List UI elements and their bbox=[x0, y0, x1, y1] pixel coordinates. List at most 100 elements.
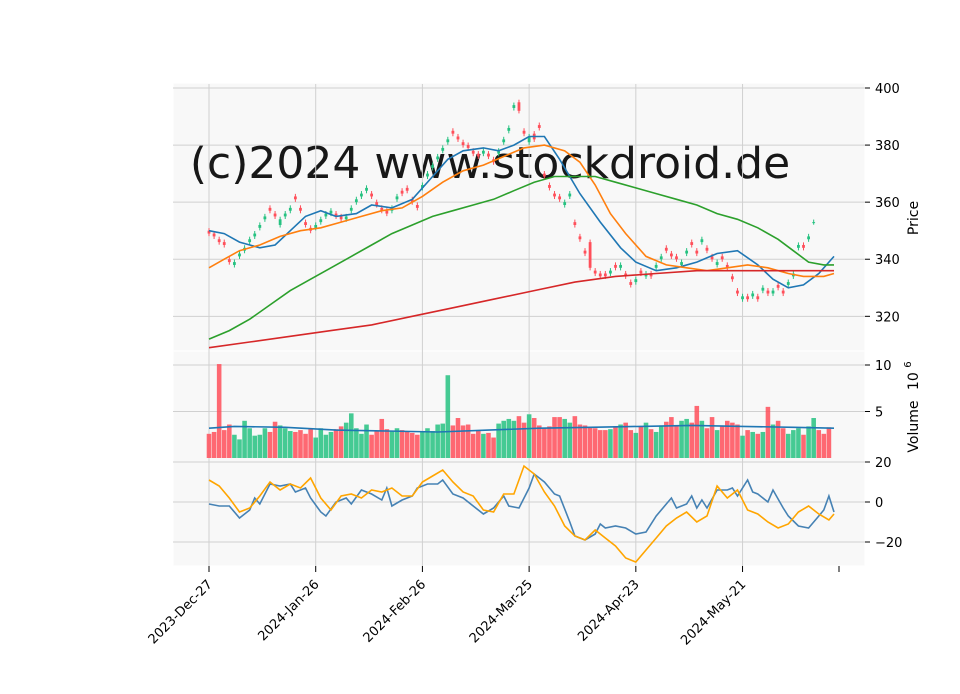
candle-body bbox=[253, 233, 257, 237]
candle-body bbox=[771, 290, 775, 294]
candle-body bbox=[299, 207, 302, 211]
volume-axis-label-text: Volume bbox=[906, 401, 922, 453]
candle-body bbox=[370, 193, 373, 197]
candle-body bbox=[741, 296, 744, 300]
candle-body bbox=[598, 273, 602, 277]
x-tick-label: 2024-Mar-25 bbox=[467, 577, 536, 646]
volume-bar bbox=[486, 432, 491, 458]
volume-bar bbox=[755, 433, 761, 458]
volume-bar bbox=[806, 426, 811, 458]
volume-bar bbox=[267, 431, 273, 458]
volume-series-layer bbox=[206, 364, 835, 458]
candle-body bbox=[634, 279, 638, 283]
candle-body bbox=[415, 205, 419, 208]
candle-body bbox=[344, 216, 348, 220]
volume-bar bbox=[597, 430, 603, 458]
candle-body bbox=[761, 287, 765, 291]
volume-bar bbox=[409, 432, 415, 458]
volume-bar bbox=[257, 434, 263, 458]
volume-bar bbox=[760, 431, 766, 458]
candle-body bbox=[238, 253, 241, 257]
volume-bar bbox=[552, 417, 557, 458]
candle-body bbox=[659, 256, 663, 260]
volume-bar bbox=[699, 420, 705, 458]
volume-average-line bbox=[208, 424, 835, 433]
volume-bar bbox=[298, 430, 303, 458]
candle-body bbox=[685, 250, 689, 254]
candle-body bbox=[222, 242, 226, 245]
candle-body bbox=[781, 290, 785, 294]
candle-body bbox=[421, 185, 424, 188]
volume-bar bbox=[460, 425, 466, 458]
x-tick-label: 2024-Apr-23 bbox=[575, 577, 642, 644]
volume-bar bbox=[821, 433, 827, 458]
volume-bar bbox=[232, 434, 237, 458]
candle-body bbox=[573, 222, 577, 225]
volume-bar bbox=[750, 431, 755, 458]
volume-bar bbox=[216, 364, 222, 458]
candle-body bbox=[319, 219, 323, 223]
candle-body bbox=[588, 242, 592, 268]
volume-bar bbox=[811, 418, 816, 458]
candle-body bbox=[537, 125, 541, 128]
candle-body bbox=[629, 282, 633, 285]
candle-body bbox=[329, 210, 333, 214]
moving-average-line bbox=[208, 269, 834, 349]
volume-bar bbox=[633, 432, 639, 458]
volume-bar bbox=[785, 433, 791, 458]
volume-bar bbox=[674, 426, 679, 458]
moving-average-line bbox=[208, 144, 835, 278]
candle-body bbox=[354, 199, 358, 203]
candle-body bbox=[476, 153, 480, 157]
volume-bar bbox=[567, 422, 573, 458]
candle-body bbox=[593, 270, 597, 274]
candle-body bbox=[233, 262, 236, 265]
volume-bar bbox=[374, 431, 379, 458]
candle-body bbox=[730, 276, 734, 280]
candle-body bbox=[349, 207, 353, 211]
volume-bar bbox=[440, 423, 446, 458]
candle-body bbox=[670, 253, 673, 257]
candle-body bbox=[268, 207, 272, 211]
candle-body bbox=[654, 264, 658, 268]
volume-bar bbox=[430, 431, 435, 458]
volume-bar bbox=[211, 431, 217, 458]
volume-bar bbox=[542, 428, 547, 458]
candle-body bbox=[802, 244, 805, 248]
volume-bar bbox=[536, 425, 542, 458]
volume-bar bbox=[664, 421, 669, 458]
volume-bar bbox=[313, 437, 318, 458]
volume-bar bbox=[725, 420, 730, 458]
volume-bar bbox=[501, 420, 507, 458]
candle-body bbox=[609, 270, 612, 274]
volume-bar bbox=[384, 429, 390, 458]
volume-bar bbox=[648, 429, 654, 458]
candle-body bbox=[700, 239, 704, 243]
oscillator-line bbox=[208, 464, 835, 563]
candle-body bbox=[507, 127, 511, 131]
candle-body bbox=[710, 256, 714, 260]
candle-body bbox=[456, 136, 460, 140]
candle-body bbox=[446, 139, 450, 143]
candle-body bbox=[619, 264, 622, 268]
candle-body bbox=[263, 216, 267, 220]
candle-body bbox=[649, 273, 653, 277]
candle-body bbox=[695, 250, 699, 254]
volume-bar bbox=[826, 427, 832, 458]
candle-body bbox=[385, 210, 389, 214]
volume-bar bbox=[328, 431, 334, 458]
volume-bar bbox=[577, 424, 583, 458]
volume-bar bbox=[318, 428, 324, 458]
volume-bar bbox=[399, 430, 405, 458]
candle-body bbox=[715, 262, 719, 265]
price-axis-label: Price bbox=[906, 201, 922, 235]
candle-body bbox=[583, 250, 587, 254]
volume-bar bbox=[511, 420, 517, 458]
candle-body bbox=[258, 224, 262, 228]
volume-bar bbox=[404, 431, 410, 458]
candle-body bbox=[283, 213, 287, 217]
price-y-tick-label: 340 bbox=[875, 253, 900, 268]
volume-axis-label-exponent-base: 10 bbox=[906, 372, 922, 390]
candle-body bbox=[664, 247, 668, 251]
